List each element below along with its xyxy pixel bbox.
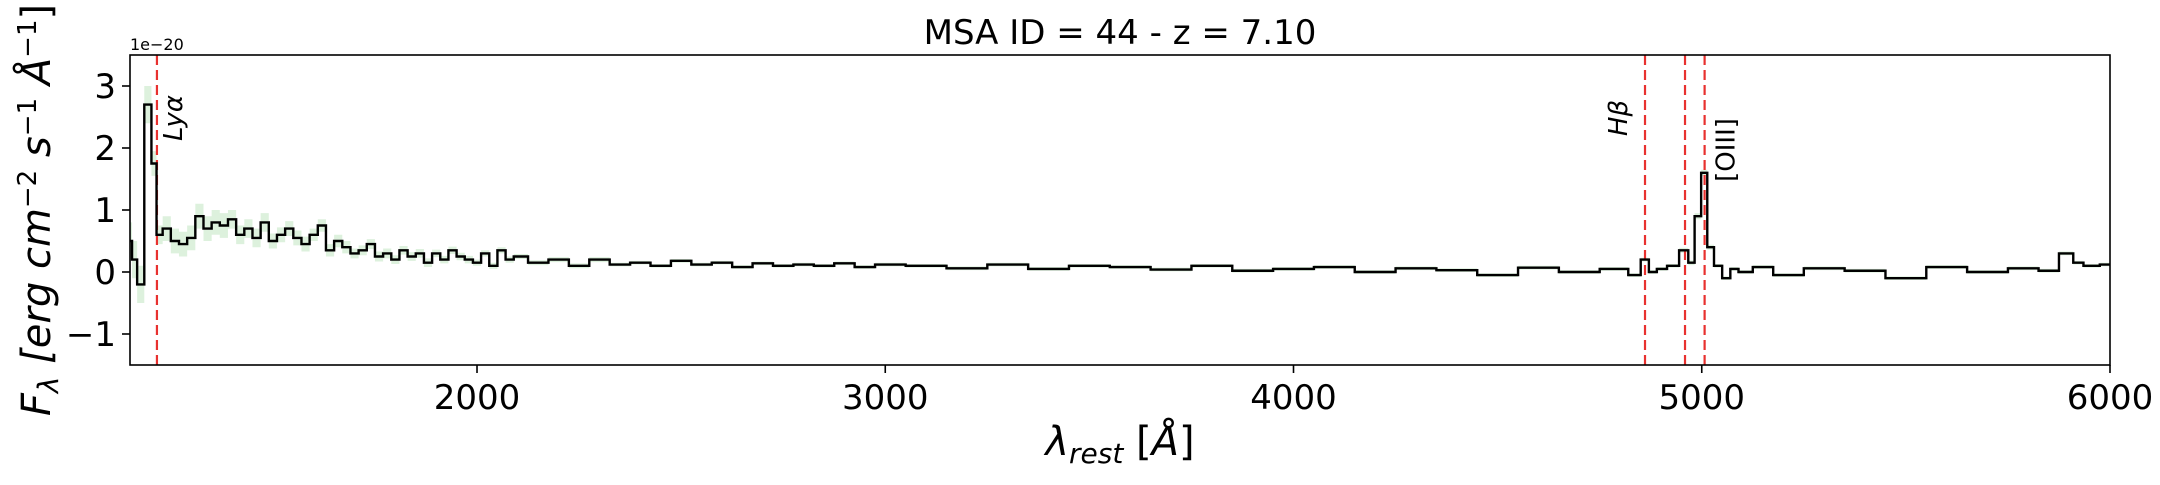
x-tick-label-3: 5000 (1658, 378, 1745, 418)
plot-layer (130, 55, 2110, 365)
y-tick-label-3: 2 (94, 129, 116, 169)
y-tick-label-4: 3 (94, 67, 116, 107)
spectrum-line (130, 103, 2110, 286)
y-tick-label-2: 1 (94, 191, 116, 231)
plot-frame (129, 54, 2111, 366)
emission-line-label-3: [OIII] (1712, 118, 1742, 182)
x-tick-label-2: 4000 (1250, 378, 1337, 418)
ticks-layer: Lyα Hβ [OIII] 2000 3000 4000 5000 6000 −1 0 1 2 3 (66, 67, 2153, 418)
y-tick-label-0: −1 (66, 315, 116, 355)
error-band (130, 86, 2110, 303)
x-axis-label: λrest [Å] (1043, 417, 1194, 470)
x-tick-label-1: 3000 (842, 378, 929, 418)
x-tick-label-0: 2000 (434, 378, 521, 418)
y-axis-label: Fλ [erg cm−2 s−1 Å−1] (12, 4, 65, 416)
y-offset-label: 1e−20 (130, 35, 184, 54)
x-tick-label-4: 6000 (2067, 378, 2154, 418)
emission-line-label-1: Hβ (1604, 100, 1634, 136)
y-tick-label-1: 0 (94, 253, 116, 293)
emission-line-label-0: Lyα (159, 95, 189, 141)
chart-title: MSA ID = 44 - z = 7.10 (924, 13, 1317, 53)
